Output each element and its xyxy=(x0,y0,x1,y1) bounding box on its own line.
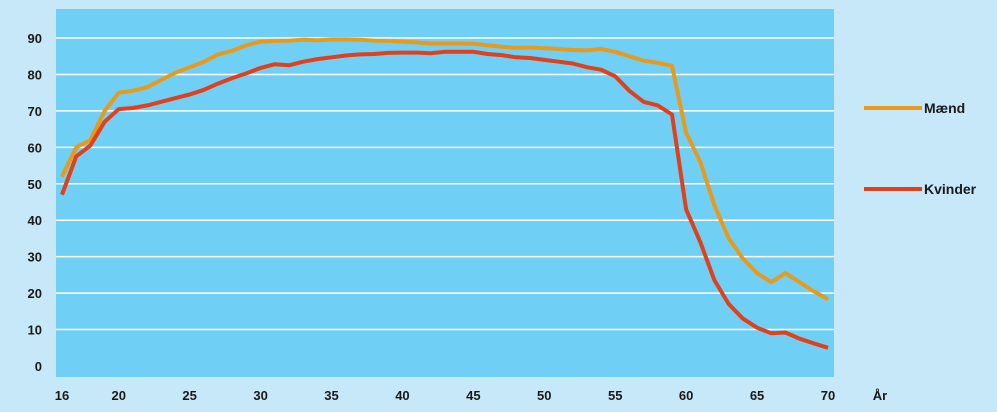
y-tick-label: 30 xyxy=(28,250,42,265)
y-tick-label: 0 xyxy=(35,359,42,374)
legend-item: Mænd xyxy=(864,100,965,116)
x-tick-label: 16 xyxy=(55,388,69,403)
x-tick-label: 55 xyxy=(608,388,622,403)
y-tick-label: 60 xyxy=(28,140,42,155)
legend: Mænd Kvinder xyxy=(864,100,977,197)
legend-item: Kvinder xyxy=(864,181,977,197)
x-tick-label: 60 xyxy=(679,388,693,403)
y-tick-label: 40 xyxy=(28,213,42,228)
y-tick-label: 70 xyxy=(28,104,42,119)
x-tick-label: 35 xyxy=(324,388,338,403)
gridlines xyxy=(56,37,834,331)
plot-area xyxy=(56,9,834,377)
series-line-maend xyxy=(60,37,829,302)
x-tick-label: 50 xyxy=(537,388,551,403)
legend-label: Mænd xyxy=(924,100,965,116)
y-tick-label: 50 xyxy=(28,177,42,192)
series-lines xyxy=(60,37,829,350)
x-tick-label: 70 xyxy=(821,388,835,403)
legend-label: Kvinder xyxy=(924,181,977,197)
x-tick-label: 65 xyxy=(750,388,764,403)
y-axis-ticks: 0 10 20 30 40 50 60 70 80 90 xyxy=(28,31,42,374)
y-tick-label: 90 xyxy=(28,31,42,46)
x-tick-label: 45 xyxy=(466,388,480,403)
x-axis-label: År xyxy=(873,388,887,403)
x-tick-label: 40 xyxy=(395,388,409,403)
series-line-kvinder xyxy=(60,49,829,350)
y-tick-label: 10 xyxy=(28,323,42,338)
y-tick-label: 20 xyxy=(28,286,42,301)
x-tick-label: 20 xyxy=(112,388,126,403)
y-tick-label: 80 xyxy=(28,67,42,82)
x-tick-label: 30 xyxy=(253,388,267,403)
x-axis-ticks: 16 20 25 30 35 40 45 50 55 60 65 70 xyxy=(55,388,835,403)
x-tick-label: 25 xyxy=(182,388,196,403)
